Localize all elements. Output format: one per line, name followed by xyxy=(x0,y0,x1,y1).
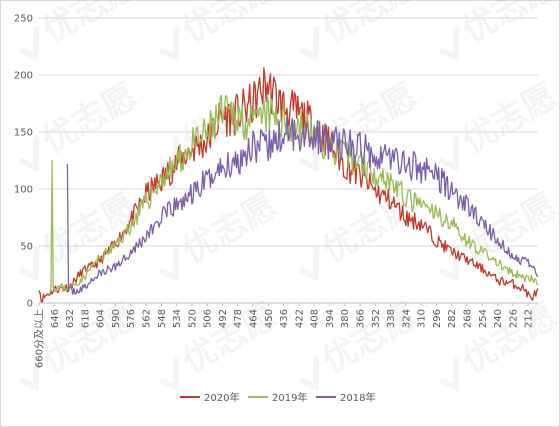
x-tick-label: 450 xyxy=(264,309,275,328)
legend: 2020年 2019年 2018年 xyxy=(180,391,375,404)
legend-label: 2019年 xyxy=(272,391,307,404)
x-tick-label: 352 xyxy=(371,309,382,328)
x-tick-label: 576 xyxy=(126,309,137,328)
y-tick-label: 100 xyxy=(14,185,33,196)
series-layer xyxy=(38,67,539,304)
x-tick-label: 394 xyxy=(325,309,336,328)
watermark-check-icon xyxy=(18,136,40,172)
x-tick-label: 240 xyxy=(493,309,504,328)
x-tick-label: 268 xyxy=(463,309,474,328)
watermark-check-icon xyxy=(438,26,460,62)
x-tick-label: 646 xyxy=(50,309,61,328)
x-tick-label: 422 xyxy=(294,309,305,328)
legend-label: 2020年 xyxy=(204,391,239,404)
watermark-check-icon xyxy=(158,246,180,282)
x-tick-label: 338 xyxy=(386,309,397,328)
x-tick-label: 366 xyxy=(356,309,367,328)
watermark-check-icon xyxy=(298,356,320,392)
x-tick-label: 590 xyxy=(111,309,122,328)
watermark-check-icon xyxy=(438,356,460,392)
x-tick-label: 534 xyxy=(172,309,183,328)
x-tick-label: 632 xyxy=(65,309,76,328)
watermark-check-icon xyxy=(158,26,180,62)
y-tick-label: 150 xyxy=(14,128,33,139)
legend-label: 2018年 xyxy=(340,391,375,404)
watermark-check-icon xyxy=(158,356,180,392)
x-tick-label: 380 xyxy=(340,309,351,328)
x-tick-label: 506 xyxy=(203,309,214,328)
watermark-check-icon xyxy=(18,356,40,392)
x-tick-label: 324 xyxy=(401,309,412,328)
watermark-check-icon xyxy=(18,26,40,62)
x-tick-label: 478 xyxy=(233,309,244,328)
x-tick-label: 464 xyxy=(249,309,260,328)
y-tick-label: 200 xyxy=(14,71,33,82)
watermark-check-icon xyxy=(18,246,40,282)
x-tick-label: 254 xyxy=(478,309,489,328)
y-tick-label: 0 xyxy=(27,299,33,310)
watermark-check-icon xyxy=(438,136,460,172)
x-tick-label: 310 xyxy=(417,309,428,328)
x-tick-label: 618 xyxy=(80,309,91,328)
y-tick-label: 250 xyxy=(14,14,33,25)
x-tick-label: 520 xyxy=(187,309,198,328)
watermark-check-icon xyxy=(298,26,320,62)
x-tick-label: 212 xyxy=(524,309,535,328)
watermark-check-icon xyxy=(298,136,320,172)
x-tick-label: 226 xyxy=(508,309,519,328)
x-tick-label: 660分及以上 xyxy=(34,309,46,368)
series-line-2 xyxy=(66,115,539,296)
x-tick-label: 408 xyxy=(310,309,321,328)
watermark-check-icon xyxy=(298,246,320,282)
x-tick-label: 282 xyxy=(447,309,458,328)
x-tick-label: 604 xyxy=(96,309,107,328)
gridlines xyxy=(39,17,538,247)
x-tick-label: 436 xyxy=(279,309,290,328)
x-tick-label: 492 xyxy=(218,309,229,328)
series-line-0 xyxy=(38,67,539,304)
x-tick-label: 296 xyxy=(432,309,443,328)
x-tick-label: 548 xyxy=(157,309,168,328)
x-tick-label: 562 xyxy=(142,309,153,328)
y-tick-label: 50 xyxy=(20,242,33,253)
axes: 0 50 100 150 200 250 660分及以上 646 632 618 604 590 576… xyxy=(14,14,538,368)
